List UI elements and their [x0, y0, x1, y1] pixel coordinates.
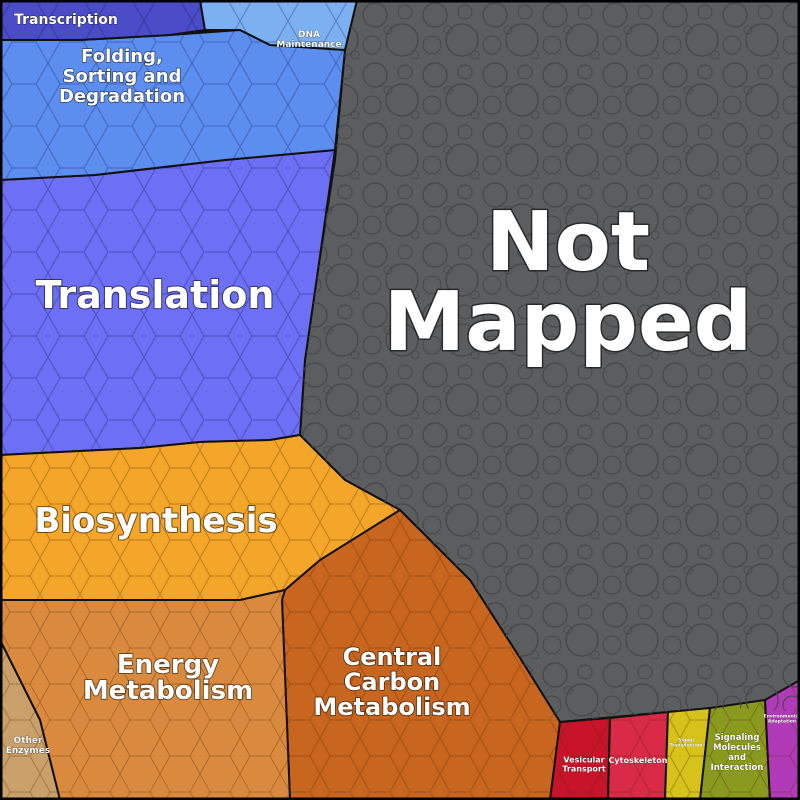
texture-other-enzymes [0, 640, 60, 800]
label-folding-sorting-degradation: Folding, Sorting and Degradation [59, 46, 185, 107]
texture-biosynthesis [0, 435, 400, 600]
label-line: Sorting and [63, 66, 182, 87]
label-not-mapped: Not Mapped [384, 195, 753, 370]
texture-central-carbon-metabolism [282, 510, 560, 800]
label-line: Adaptation [768, 719, 796, 725]
texture-dna-maintenance [200, 0, 357, 50]
label-dna-maintenance: DNA Maintenance [276, 30, 341, 50]
texture-signaling-molecules-and-interaction [700, 700, 770, 800]
texture-transcription [0, 0, 205, 40]
label-energy-metabolism: Energy Metabolism [83, 650, 253, 706]
texture-signal-transduction [665, 708, 710, 800]
label-line: Metabolism [83, 676, 253, 706]
label-line: Transport [562, 765, 606, 774]
label-line: Maintenance [276, 40, 341, 50]
label-line: Signaling [715, 733, 760, 743]
label-line: Transcription [14, 12, 118, 28]
label-line: Mapped [384, 275, 753, 370]
texture-folding-sorting-degradation [0, 30, 345, 180]
label-line: Central [343, 643, 442, 671]
label-line: Energy [117, 650, 219, 680]
label-line: and [728, 753, 746, 763]
label-line: Interaction [711, 763, 764, 773]
label-environmental-adaptation: Environmental Adaptation [764, 714, 800, 725]
label-line: Signal [678, 738, 694, 744]
label-line: Vesicular [563, 756, 604, 765]
label-central-carbon-metabolism: Central Carbon Metabolism [313, 643, 470, 721]
label-line: Not [486, 195, 650, 290]
texture-not-mapped [300, 0, 800, 722]
label-cytoskeleton: Cytoskeleton [609, 756, 668, 765]
label-line: Environmental [764, 714, 800, 720]
label-vesicular-transport: Vesicular Transport [562, 756, 606, 774]
label-line: Biosynthesis [34, 501, 277, 541]
label-line: Enzymes [6, 746, 51, 756]
label-transcription: Transcription [14, 12, 118, 28]
label-line: Transduction [670, 743, 703, 749]
texture-vesicular-transport [550, 718, 610, 800]
label-line: DNA [298, 30, 320, 40]
label-line: Other [14, 736, 43, 746]
texture-translation [0, 150, 335, 455]
label-line: Folding, [81, 46, 163, 67]
texture-cytoskeleton [608, 712, 668, 800]
label-signaling-molecules-and-interaction: Signaling Molecules and Interaction [711, 733, 764, 773]
label-signal-transduction: Signal Transduction [670, 738, 703, 749]
label-line: Molecules [713, 743, 761, 753]
label-other-enzymes: Other Enzymes [6, 736, 51, 756]
label-line: Translation [36, 273, 275, 317]
label-line: Cytoskeleton [609, 756, 668, 765]
label-line: Metabolism [313, 693, 470, 721]
label-line: Degradation [59, 86, 185, 107]
label-translation: Translation [36, 273, 275, 317]
label-line: Carbon [344, 668, 440, 696]
label-biosynthesis: Biosynthesis [34, 501, 277, 541]
texture-environmental-adaptation [765, 680, 800, 800]
texture-energy-metabolism [0, 590, 290, 800]
